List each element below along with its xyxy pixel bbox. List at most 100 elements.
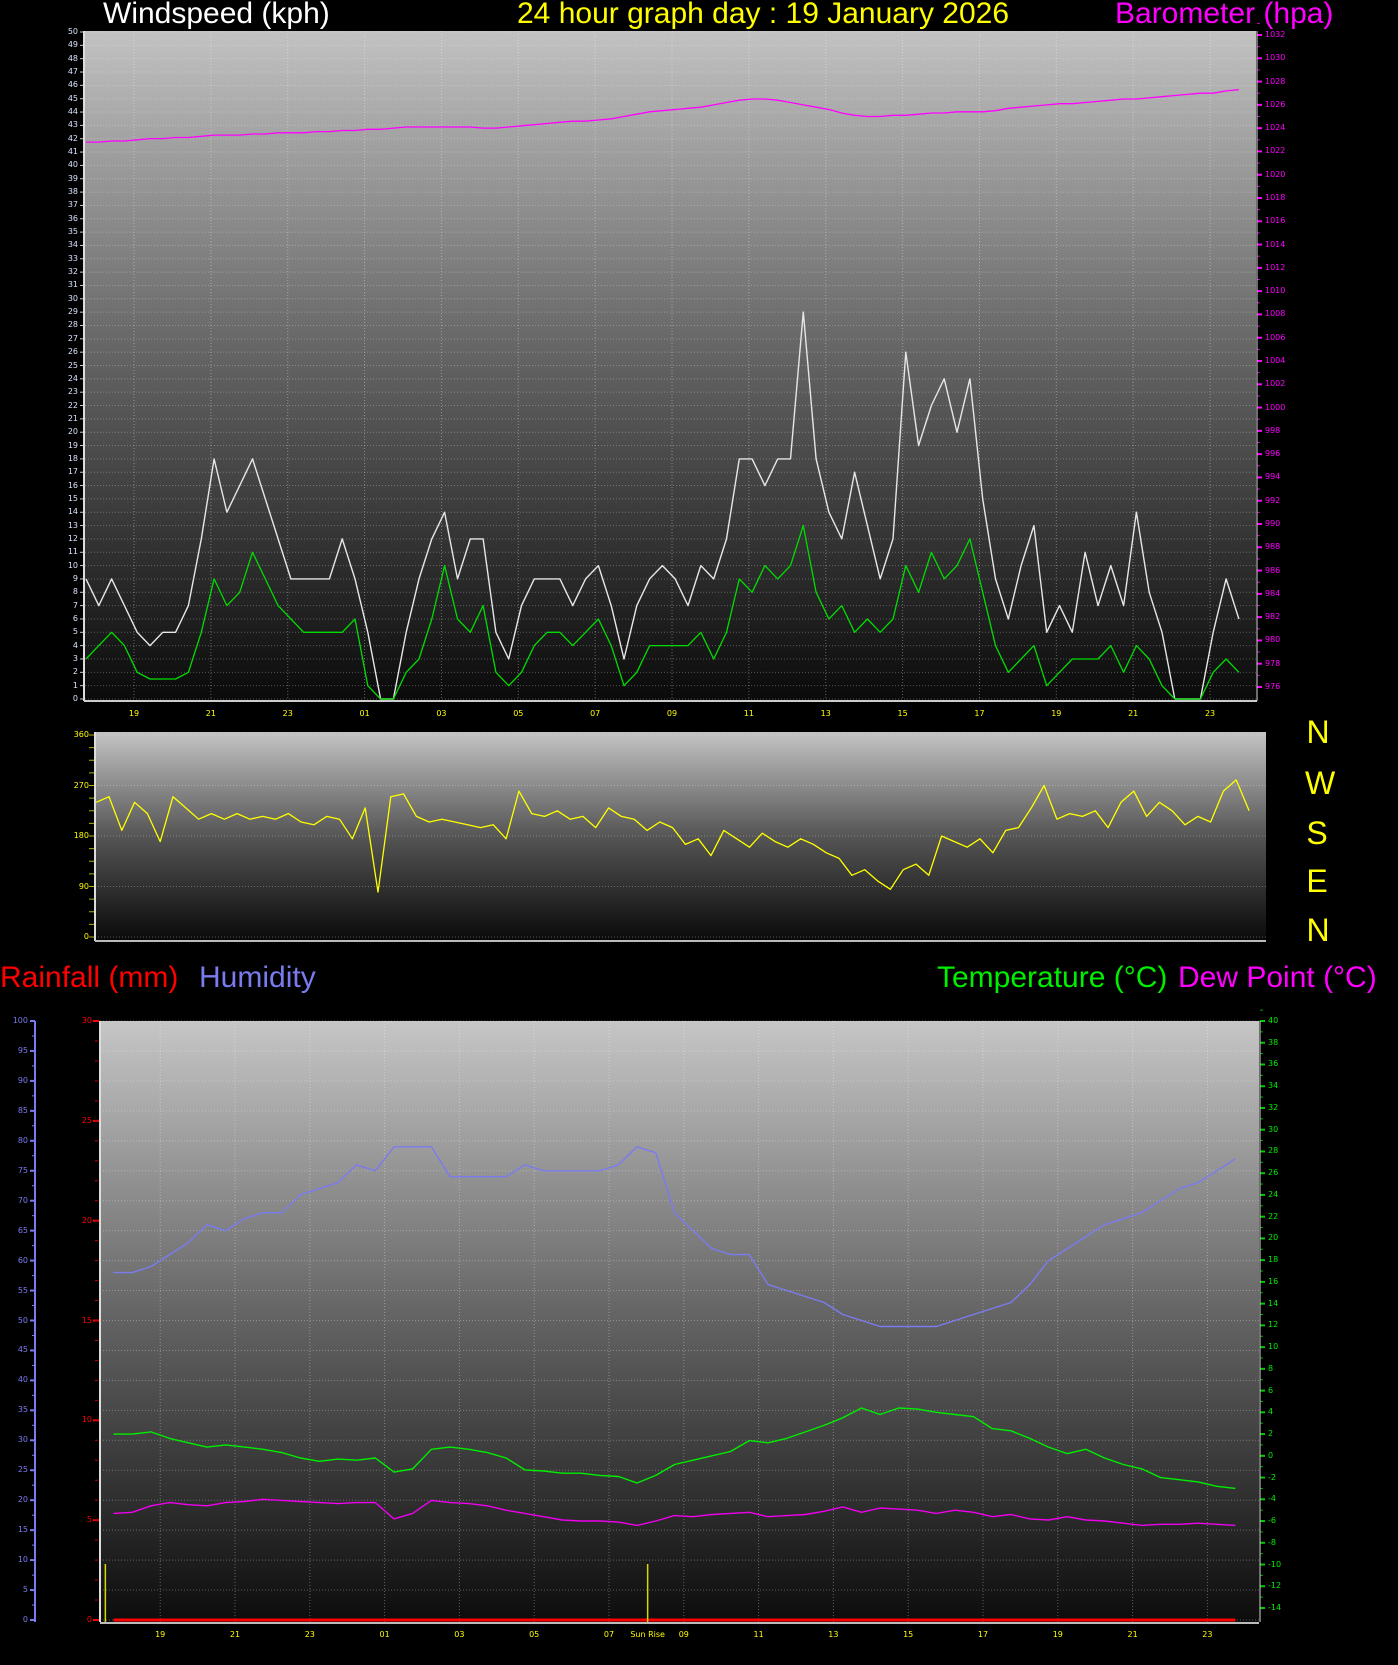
lower-plot-area [100,1021,1259,1622]
wind-tick-label: 17 [67,467,78,477]
humidity-tick-label: 45 [17,1345,28,1355]
lower-time-label: 23 [1202,1630,1213,1639]
wind-tick-label: 23 [67,387,78,397]
wind-tick-label: 0 [72,694,78,703]
wind-tick-label: 30 [67,293,78,303]
wind-time-label: 19 [1051,709,1062,718]
temperature-tick-label: 4 [1268,1407,1274,1417]
wind-tick-label: 34 [67,240,78,250]
baro-tick-label: 1022 [1265,146,1286,156]
wind-tick-label: 1 [72,680,78,690]
baro-tick-label: 1030 [1265,53,1286,63]
baro-tick-label: 1028 [1265,76,1286,86]
temperature-tick-label: 6 [1268,1385,1274,1395]
direction-letter-west: W [1305,765,1336,801]
rainfall-tick-label: 0 [86,1615,92,1624]
baro-tick-label: 992 [1265,495,1281,505]
baro-tick-label: 1008 [1265,309,1286,319]
wind-tick-label: 50 [67,27,78,36]
wind-tick-label: 6 [72,613,78,623]
wind-plot-area [85,31,1256,700]
wind-tick-label: 28 [67,320,78,330]
baro-tick-label: 988 [1265,542,1281,552]
wind-tick-label: 8 [72,587,78,597]
temperature-tick-label: -6 [1268,1516,1276,1526]
wind-tick-label: 48 [67,53,78,63]
humidity-tick-label: 40 [17,1375,28,1385]
humidity-tick-label: 85 [17,1105,28,1115]
direction-letter-north-top: N [1306,714,1330,750]
baro-tick-label: 1016 [1265,216,1286,226]
wind-tick-label: 19 [67,440,78,450]
baro-tick-label: 976 [1265,682,1281,691]
wind-tick-label: 31 [67,280,78,290]
dewpoint-line [113,1498,1236,1527]
wind-time-label: 15 [897,709,908,718]
baro-tick-label: 1014 [1265,239,1286,249]
wind-tick-label: 20 [67,427,78,437]
temperature-tick-label: 22 [1268,1211,1279,1221]
humidity-tick-label: 65 [17,1225,28,1235]
baro-tick-label: 1032 [1265,30,1286,39]
temperature-tick-label: 32 [1268,1102,1279,1112]
wind-tick-label: 27 [67,333,78,343]
graph-title: 24 hour graph day : 19 January 2026 [517,0,1010,30]
wind-tick-label: 36 [67,213,78,223]
temperature-tick-label: -12 [1268,1581,1282,1591]
wind-tick-label: 26 [67,347,78,357]
dewpoint-title: Dew Point (°C) [1178,961,1377,994]
temperature-tick-label: 30 [1268,1124,1279,1134]
baro-tick-label: 986 [1265,565,1281,575]
humidity-line [113,1146,1236,1328]
wind-direction-line [95,779,1250,893]
humidity-tick-label: 75 [17,1165,28,1175]
humidity-tick-label: 30 [17,1435,28,1445]
direction-letter-north-bottom: N [1306,912,1330,948]
temperature-tick-label: 26 [1268,1168,1279,1178]
wind-time-label: 21 [205,709,216,718]
temperature-tick-label: 16 [1268,1276,1279,1286]
wind-time-label: 23 [1204,709,1216,718]
temperature-tick-label: 28 [1268,1146,1279,1156]
wind-tick-label: 32 [67,267,78,277]
humidity-tick-label: 50 [17,1315,28,1325]
humidity-tick-label: 60 [17,1255,28,1265]
humidity-tick-label: 20 [17,1495,28,1505]
wind-title: Windspeed (kph) [103,0,330,30]
direction-tick-label: 0 [83,932,89,941]
wind-tick-label: 12 [67,533,78,543]
wind-time-label: 21 [1128,709,1139,718]
wind-tick-label: 46 [67,80,78,90]
baro-tick-label: 994 [1265,472,1281,482]
wind-tick-label: 18 [67,453,78,463]
baro-tick-label: 1012 [1265,262,1286,272]
humidity-title: Humidity [199,961,316,994]
lower-time-label: 21 [1127,1630,1138,1639]
direction-letter-south: S [1306,815,1328,851]
humidity-tick-label: 0 [22,1615,28,1624]
barometer-title: Barometer (hpa) [1115,0,1334,30]
lower-time-label: 17 [977,1630,989,1639]
rainfall-tick-label: 30 [81,1016,92,1025]
direction-tick-label: 90 [78,881,89,891]
wind-tick-label: 41 [67,147,78,157]
temperature-tick-label: 34 [1268,1081,1279,1091]
rainfall-tick-label: 25 [81,1115,92,1125]
lower-time-label: 01 [379,1630,390,1639]
rainfall-tick-label: 10 [81,1415,92,1425]
temperature-tick-label: 40 [1268,1016,1279,1025]
wind-time-label: 11 [743,709,754,718]
humidity-tick-label: 55 [17,1285,28,1295]
baro-tick-label: 1006 [1265,332,1286,342]
wind-time-label: 01 [359,709,370,718]
wind-time-label: 23 [282,709,293,718]
baro-tick-label: 996 [1265,449,1281,459]
temperature-tick-label: -14 [1268,1603,1282,1612]
wind-time-label: 13 [820,709,831,718]
baro-tick-label: 1026 [1265,99,1286,109]
direction-tick-label: 180 [73,831,89,840]
temperature-tick-label: 18 [1268,1255,1279,1265]
humidity-tick-label: 80 [17,1135,28,1145]
wind-tick-label: 35 [67,227,78,237]
